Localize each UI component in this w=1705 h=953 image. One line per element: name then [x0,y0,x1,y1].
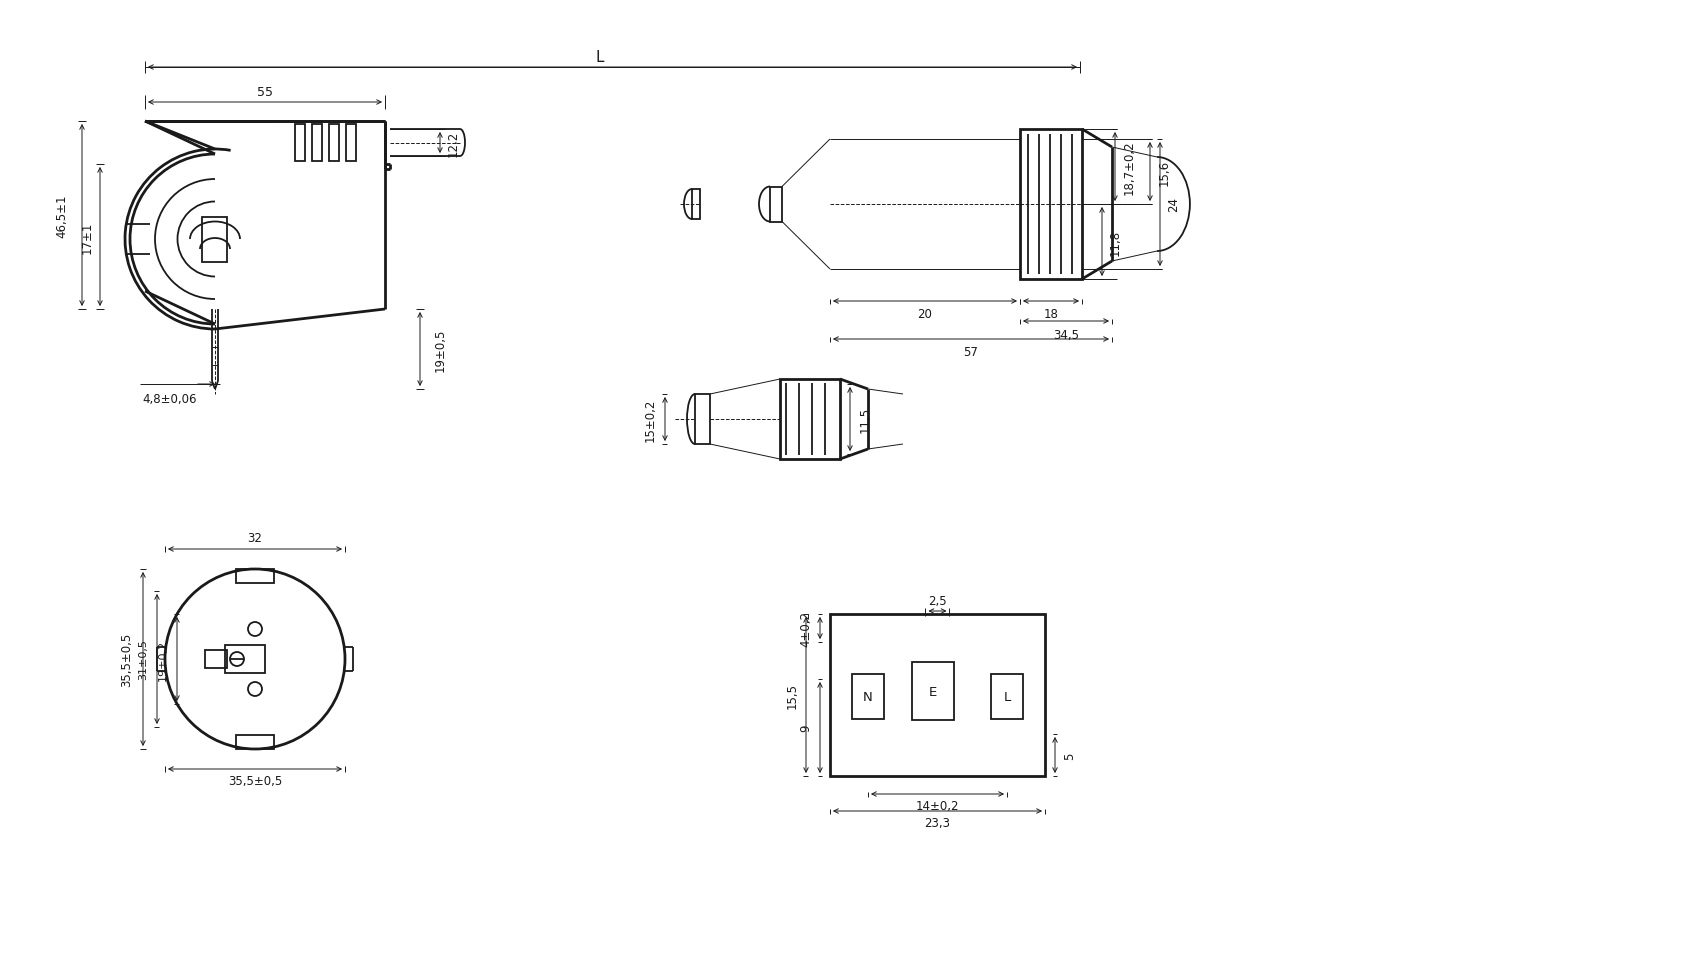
Text: N: N [863,690,873,703]
Text: 32: 32 [247,531,263,544]
Text: 19±0,2: 19±0,2 [159,639,167,679]
Bar [694,395,709,444]
Bar [346,125,356,162]
Text: 19±0,5: 19±0,5 [433,328,447,372]
Text: 17±1: 17±1 [80,221,94,253]
Text: 31±0,5: 31±0,5 [138,639,148,679]
Bar [912,662,953,720]
Text: 9: 9 [800,724,812,732]
Text: 18,7±0,2: 18,7±0,2 [1122,140,1136,194]
Bar [295,125,305,162]
Text: 4±0,2: 4±0,2 [800,610,812,646]
Text: 14±0,2: 14±0,2 [916,800,958,813]
Bar [205,650,227,668]
Text: 35,5±0,5: 35,5±0,5 [121,632,133,686]
Bar [203,217,227,262]
Text: 57: 57 [963,346,979,359]
Text: 4,8±0,06: 4,8±0,06 [143,393,198,406]
Bar [1020,130,1081,280]
Bar [329,125,339,162]
Bar [235,569,275,583]
Text: 15±0,2: 15±0,2 [643,398,656,441]
Text: 11,5: 11,5 [858,407,871,433]
Text: 12,2: 12,2 [447,131,459,156]
Bar [225,645,264,673]
Text: L: L [595,51,604,66]
Text: 55: 55 [257,87,273,99]
Bar [851,675,883,720]
Text: 23,3: 23,3 [924,817,950,830]
Bar [779,379,839,459]
Text: 11,8: 11,8 [1108,230,1120,255]
Text: 24: 24 [1166,197,1180,213]
Bar [769,188,781,222]
Text: 20: 20 [917,308,933,321]
Bar [991,675,1023,720]
Text: E: E [928,685,936,698]
Text: L: L [1003,690,1009,703]
Text: 5: 5 [1062,752,1076,759]
Text: 15,6: 15,6 [1156,159,1170,186]
Bar [235,735,275,749]
Text: 35,5±0,5: 35,5±0,5 [228,775,281,788]
Text: 2,5: 2,5 [928,594,946,607]
Bar [830,615,1045,776]
Text: 18: 18 [1043,308,1057,321]
Bar [312,125,322,162]
Text: 15,5: 15,5 [784,682,798,708]
Text: 34,5: 34,5 [1052,328,1078,341]
Text: 46,5±1: 46,5±1 [56,194,68,237]
Bar [692,190,699,220]
